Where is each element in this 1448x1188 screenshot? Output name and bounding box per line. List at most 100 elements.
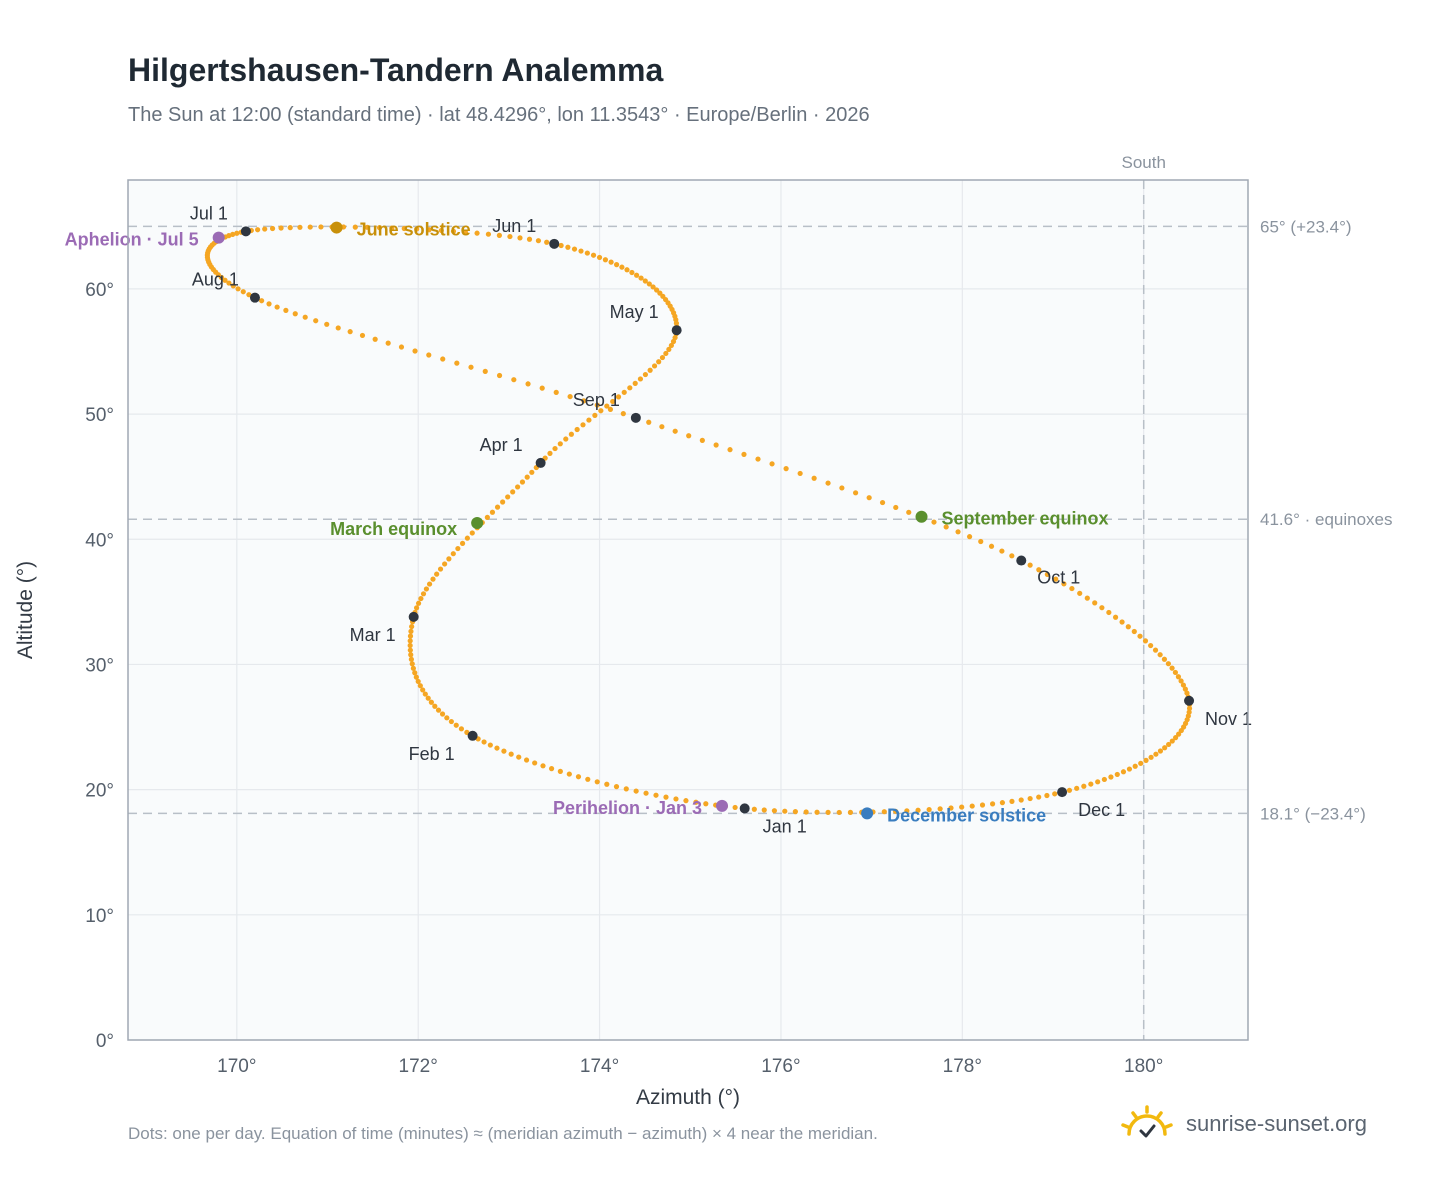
daily-sun-dot [771,808,778,814]
daily-sun-dot [651,363,658,369]
daily-sun-dot [629,269,635,276]
daily-sun-dot [432,703,438,709]
month-marker [739,803,750,814]
daily-sun-dot [1161,656,1168,662]
daily-sun-dot [584,250,590,256]
daily-sun-dot [594,402,600,408]
daily-sun-dot [642,371,649,378]
daily-sun-dot [234,230,240,236]
daily-sun-dot [496,232,502,238]
daily-sun-dot [481,739,487,745]
x-tick-label: 170° [217,1056,256,1077]
daily-sun-dot [389,225,395,231]
daily-sun-dot [557,768,563,774]
daily-sun-dot [1148,642,1154,649]
daily-sun-dot [656,359,662,365]
daily-sun-dot [266,301,272,307]
daily-sun-dot [420,687,426,693]
daily-sun-dot [1009,553,1015,559]
month-marker [1016,555,1027,566]
daily-sun-dot [620,411,626,417]
daily-sun-dot [663,350,669,357]
daily-sun-dot [1081,783,1087,789]
daily-sun-dot [426,581,433,587]
month-label: Dec 1 [1078,800,1125,820]
daily-sun-dot [988,543,995,549]
daily-sun-dot [489,509,496,515]
daily-sun-dot [535,238,542,244]
daily-sun-dot [307,224,313,230]
daily-sun-dot [906,509,912,515]
daily-sun-dot [604,781,610,787]
daily-sun-dot [989,801,996,807]
x-tick-label: 178° [943,1056,982,1077]
daily-sun-dot [931,519,937,525]
daily-sun-dot [269,225,276,232]
daily-sun-dot [515,484,521,490]
daily-sun-dot [407,642,413,649]
daily-sun-dot [1044,792,1050,799]
daily-sun-dot [444,715,450,721]
daily-sun-dot [408,656,414,662]
daily-sun-dot [586,417,592,423]
daily-sun-dot [1166,741,1172,748]
daily-sun-dot [825,480,831,486]
daily-sun-dot [408,628,414,634]
daily-sun-dot [1186,705,1193,712]
daily-sun-dot [1027,795,1033,802]
daily-sun-dot [1169,738,1175,744]
daily-sun-dot [959,804,965,810]
y-tick-label: 60° [85,280,114,301]
y-tick-label: 50° [85,405,114,426]
daily-sun-dot [592,412,598,418]
daily-sun-dot [376,225,383,231]
daily-sun-dot [643,790,649,796]
daily-sun-dot [646,419,652,425]
daily-sun-dot [557,441,563,447]
daily-sun-dot [1066,787,1073,793]
daily-sun-dot [563,436,569,442]
daily-sun-dot [811,475,817,481]
daily-sun-dot [627,385,633,391]
x-tick-label: 174° [580,1056,619,1077]
daily-sun-dot [418,595,424,602]
daily-sun-dot [408,652,414,658]
daily-sun-dot [632,380,638,386]
daily-sun-dot [642,278,648,284]
daily-sun-dot [435,707,442,713]
daily-sun-dot [814,809,820,815]
daily-sun-dot [385,340,391,346]
x-axis-label: Azimuth (°) [636,1086,740,1109]
month-label: Sep 1 [573,390,620,410]
reference-lines: South 65° (+23.4°) 41.6° · equinoxes 18.1° … [128,153,1393,1040]
daily-sun-dot [686,433,692,439]
daily-sun-dot [1077,590,1083,596]
daily-sun-dot [893,504,899,511]
y-axis-label: Altitude (°) [14,561,37,659]
daily-sun-dot [235,286,241,292]
month-label: Feb 1 [409,744,455,764]
meridian-label: South [1121,153,1165,172]
daily-sun-dot [548,766,555,772]
daily-sun-dot [505,494,511,500]
daily-sun-dot [1069,585,1075,592]
special-point-label: December solstice [887,805,1046,825]
daily-sun-dot [574,426,580,433]
daily-sun-dot [1132,763,1138,769]
daily-sun-dot [1052,791,1058,797]
month-label: Mar 1 [350,625,396,645]
brand-logo[interactable]: sunrise-sunset.org [1120,1104,1367,1144]
daily-sun-dot [594,779,600,785]
daily-sun-dot [634,272,640,278]
daily-sun-dot [501,748,507,754]
daily-sun-dot [455,545,461,552]
daily-sun-dot [647,367,653,373]
daily-sun-dot [446,556,452,562]
daily-sun-dot [608,259,614,265]
daily-sun-dot [426,352,432,358]
tick-labels: 170° 172° 174° 176° 178° 180° 0° 10° 20° 30° 40° 50… [85,280,1163,1077]
daily-sun-dot [596,254,603,261]
daily-sun-dot [439,711,446,717]
daily-sun-dot [571,246,578,252]
month-label: Jun 1 [492,216,536,236]
